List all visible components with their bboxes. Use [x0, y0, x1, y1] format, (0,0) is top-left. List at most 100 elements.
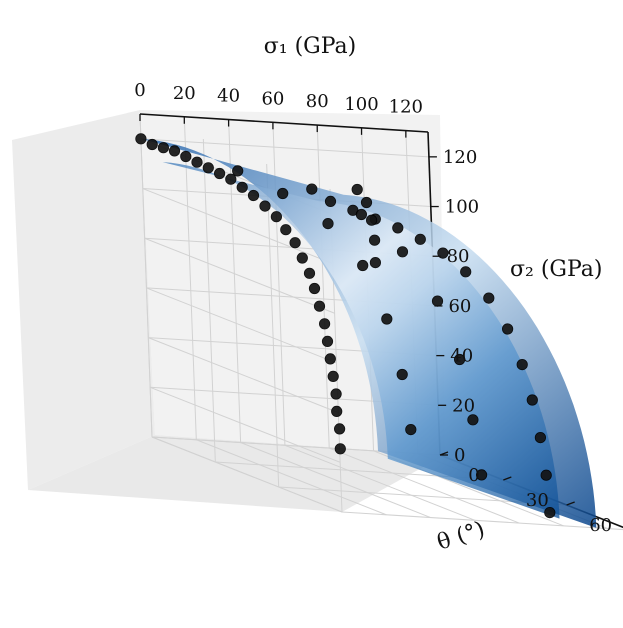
- data-point: [396, 368, 408, 381]
- data-point: [414, 233, 426, 245]
- y-axis-label: σ₂ (GPa): [510, 257, 603, 282]
- data-point: [381, 313, 393, 325]
- left-pane: [12, 110, 155, 490]
- data-point: [544, 506, 556, 519]
- gridline-y-side: [142, 188, 333, 265]
- x-tick-label: 20: [173, 83, 196, 104]
- gridline-y-back: [140, 138, 429, 158]
- data-point: [214, 167, 226, 180]
- data-point: [369, 256, 381, 269]
- data-point: [357, 259, 369, 272]
- data-point: [365, 214, 378, 226]
- data-point: [168, 145, 181, 157]
- x-tick-label: 100: [344, 94, 378, 115]
- data-point: [333, 423, 346, 435]
- gridline-x-back: [183, 116, 197, 440]
- z-tick-mark: [503, 476, 512, 481]
- data-point: [392, 222, 404, 234]
- data-point: [289, 237, 301, 249]
- data-point: [318, 318, 331, 330]
- data-point: [431, 295, 444, 307]
- gridline-z-side: [202, 138, 216, 463]
- data-point: [324, 353, 336, 365]
- y-tick-label: 20: [452, 395, 475, 416]
- data-point: [351, 183, 363, 196]
- axis-ticks: 0204060801001200204060801001200306090: [134, 80, 612, 536]
- data-point: [277, 187, 289, 200]
- data-point: [327, 370, 339, 382]
- gridline-y-side: [144, 237, 335, 314]
- y-tick-label: 100: [445, 197, 479, 218]
- data-point: [146, 138, 158, 151]
- data-point: [247, 189, 260, 202]
- data-point: [296, 252, 308, 264]
- x-tick-label: 60: [261, 88, 284, 109]
- data-point: [475, 469, 488, 481]
- data-point: [180, 150, 192, 163]
- data-point: [191, 156, 203, 168]
- data-point: [225, 173, 237, 185]
- y-tick-label: 60: [448, 296, 471, 317]
- data-points: [135, 133, 556, 519]
- data-point: [135, 133, 147, 145]
- data-point: [324, 195, 337, 207]
- y-tick-label: 80: [447, 246, 470, 267]
- gridline-z-side: [139, 113, 153, 438]
- gridline-y-side: [149, 386, 341, 463]
- gridline-x-floor: [240, 442, 431, 519]
- x-tick-label: 120: [389, 97, 423, 118]
- data-point: [202, 162, 214, 174]
- data-point: [483, 292, 495, 304]
- data-point: [460, 266, 472, 278]
- data-point: [501, 323, 514, 335]
- data-point: [313, 300, 326, 312]
- z-tick-mark: [566, 501, 575, 506]
- data-point: [322, 218, 334, 230]
- data-point: [236, 181, 248, 193]
- gridline-x-floor: [196, 439, 387, 516]
- data-point: [259, 200, 271, 212]
- x-tick-label: 0: [134, 80, 145, 101]
- surface-inner: [162, 162, 560, 519]
- gridline-x-back: [316, 125, 330, 449]
- gridline-y-side: [146, 287, 337, 364]
- data-point: [355, 208, 367, 221]
- x-axis-label: σ₁ (GPa): [264, 34, 357, 59]
- data-point: [321, 335, 334, 347]
- z-tick-label: 30: [526, 490, 549, 511]
- gridline-x-floor: [329, 447, 520, 524]
- data-point: [308, 282, 321, 295]
- z-tick-label: 0: [468, 465, 479, 486]
- z-axis-label: θ (°): [434, 517, 488, 556]
- data-point: [516, 358, 528, 371]
- data-point: [331, 405, 343, 417]
- x-tick-label: 80: [306, 91, 329, 112]
- data-point: [396, 246, 409, 258]
- data-point: [334, 443, 346, 455]
- x-tick-label: 40: [217, 86, 240, 107]
- data-point: [540, 469, 552, 481]
- y-tick-label: 40: [450, 346, 473, 367]
- data-point: [330, 388, 342, 400]
- data-point: [303, 267, 316, 279]
- data-point: [270, 211, 282, 223]
- gridline-z-side: [266, 163, 280, 488]
- data-point: [368, 234, 381, 246]
- gridline-y-side: [151, 436, 343, 513]
- data-point: [453, 353, 466, 366]
- y-tick-label: 120: [443, 147, 477, 168]
- data-point: [467, 414, 479, 426]
- gridline-y-side: [148, 337, 339, 414]
- gridline-x-floor: [284, 444, 476, 521]
- data-point: [526, 394, 538, 406]
- gridline-z-floor: [341, 511, 623, 531]
- data-point: [232, 165, 244, 177]
- fitted-surface: [140, 138, 597, 528]
- data-point: [157, 142, 169, 154]
- gridline-x-back: [228, 119, 242, 443]
- data-point: [280, 224, 292, 236]
- y-tick-label: 0: [454, 445, 465, 466]
- x-axis-line: [139, 113, 429, 133]
